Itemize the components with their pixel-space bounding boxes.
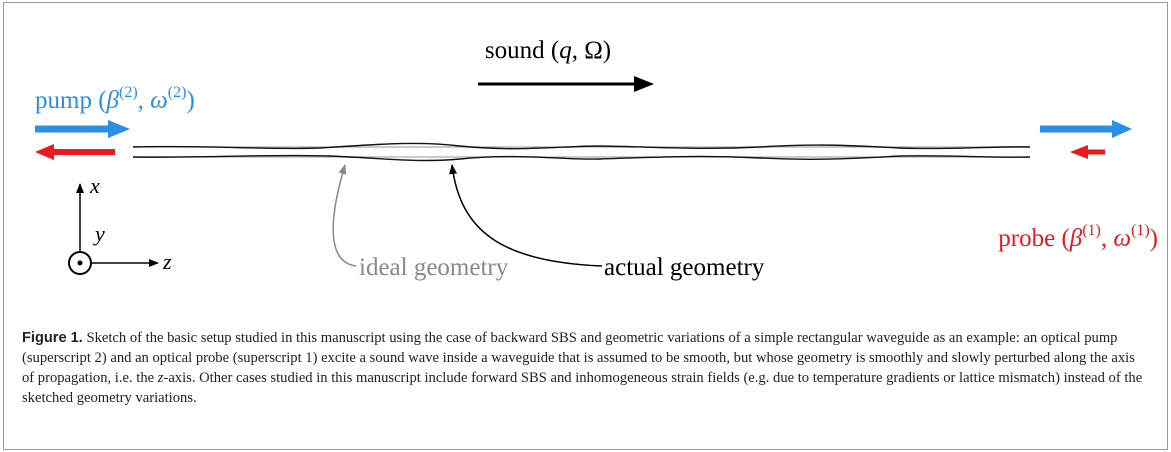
caption: Figure 1. Sketch of the basic setup stud… bbox=[22, 328, 1147, 408]
caption-label: Figure 1. bbox=[22, 330, 83, 346]
caption-italic: z bbox=[157, 370, 164, 386]
ideal-label: ideal geometry bbox=[359, 254, 509, 281]
actual-label: actual geometry bbox=[604, 254, 765, 281]
actual-pointer bbox=[449, 164, 603, 267]
probe-arrow-head bbox=[35, 144, 54, 160]
z-label: z bbox=[162, 249, 172, 274]
x-label: x bbox=[89, 173, 100, 198]
pump-arrow-out-head bbox=[1112, 120, 1132, 138]
ideal-pointer bbox=[332, 164, 357, 267]
figure-sketch: sound (q, Ω) pump (β(2), ω(2)) probe (β(… bbox=[35, 37, 1158, 281]
figure-frame bbox=[3, 2, 1168, 450]
sound-label: sound (q, Ω) bbox=[485, 37, 611, 64]
probe-arrow-in-head bbox=[1070, 145, 1088, 159]
y-label: y bbox=[93, 221, 105, 246]
actual-bottom bbox=[132, 154, 1031, 162]
pump-arrow-head bbox=[108, 120, 130, 138]
sound-arrow-head bbox=[634, 76, 654, 92]
y-axis-circle bbox=[68, 251, 92, 275]
y-axis-dot bbox=[77, 260, 83, 266]
probe-label: probe (β(1), ω(1)) bbox=[998, 222, 1158, 252]
caption-text: Sketch of the basic setup studied in thi… bbox=[22, 330, 1135, 386]
actual-top bbox=[132, 142, 1031, 150]
pump-label: pump (β(2), ω(2)) bbox=[35, 84, 195, 114]
caption-text: -axis. Other cases studied in this manus… bbox=[22, 370, 1143, 406]
